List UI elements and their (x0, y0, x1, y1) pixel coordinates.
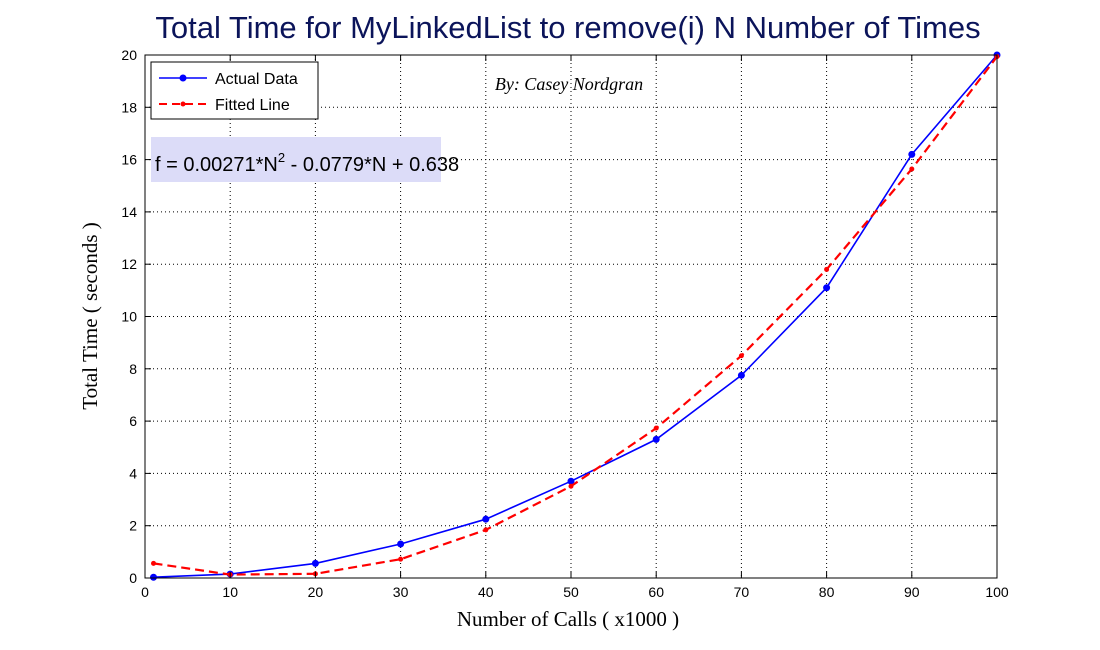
y-tick-label: 0 (129, 570, 137, 586)
legend-box (150, 61, 319, 120)
y-tick-label: 12 (121, 256, 137, 272)
data-point-actual (823, 284, 831, 292)
equation-box (151, 137, 441, 182)
y-tick-label: 4 (129, 465, 137, 481)
data-point-fitted (568, 483, 574, 489)
chart-title: Total Time for MyLinkedList to remove(i)… (155, 10, 980, 45)
data-point-fitted (483, 527, 489, 533)
legend-marker-fitted (180, 101, 186, 107)
x-tick-label: 20 (308, 584, 324, 600)
axis-ticks: 0 10 20 30 40 50 60 70 80 90 100 0 2 4 6 8 10 12 14 16 18 20 (121, 47, 1008, 600)
x-tick-label: 30 (393, 584, 409, 600)
x-tick-label: 100 (985, 584, 1009, 600)
fit-equation: f = 0.00271*N2 - 0.0779*N + 0.638 (155, 150, 459, 176)
legend-marker-actual (179, 74, 187, 82)
x-tick-label: 10 (222, 584, 238, 600)
data-point-fitted (653, 425, 659, 431)
data-point-actual (397, 540, 405, 548)
x-tick-label: 0 (141, 584, 149, 600)
legend-label-actual: Actual Data (215, 71, 298, 88)
data-point-actual (150, 573, 158, 581)
data-point-fitted (824, 266, 830, 272)
equation-prefix: f = 0.00271*N (155, 154, 278, 176)
legend: Actual Data Fitted Line (150, 61, 319, 120)
y-axis-label: Total Time ( seconds ) (78, 222, 102, 410)
equation-annotation: f = 0.00271*N2 - 0.0779*N + 0.638 (151, 137, 459, 182)
x-axis-label: Number of Calls ( x1000 ) (457, 607, 679, 631)
x-tick-label: 70 (734, 584, 750, 600)
data-point-actual (482, 515, 490, 523)
series-layer (150, 51, 1001, 581)
x-tick-label: 50 (563, 584, 579, 600)
y-tick-label: 16 (121, 152, 137, 168)
data-point-actual (737, 371, 745, 379)
y-tick-label: 6 (129, 413, 137, 429)
legend-label-fitted: Fitted Line (215, 97, 290, 114)
equation-suffix: - 0.0779*N + 0.638 (285, 154, 459, 176)
author-annotation: By: Casey Nordgran (495, 74, 643, 94)
x-tick-label: 80 (819, 584, 835, 600)
data-point-actual (652, 435, 660, 443)
x-tick-label: 90 (904, 584, 920, 600)
data-point-actual (567, 477, 575, 485)
data-point-actual (908, 150, 916, 158)
y-tick-label: 20 (121, 47, 137, 63)
x-tick-label: 60 (648, 584, 664, 600)
y-tick-label: 2 (129, 518, 137, 534)
data-point-fitted (151, 560, 157, 566)
x-tick-label: 40 (478, 584, 494, 600)
y-tick-label: 18 (121, 99, 137, 115)
y-tick-label: 8 (129, 361, 137, 377)
equation-exponent: 2 (278, 150, 285, 165)
data-point-fitted (738, 353, 744, 359)
data-point-fitted (398, 556, 404, 562)
y-tick-label: 14 (121, 204, 137, 220)
data-point-fitted (909, 166, 915, 172)
y-tick-label: 10 (121, 309, 137, 325)
data-point-actual (311, 559, 319, 567)
